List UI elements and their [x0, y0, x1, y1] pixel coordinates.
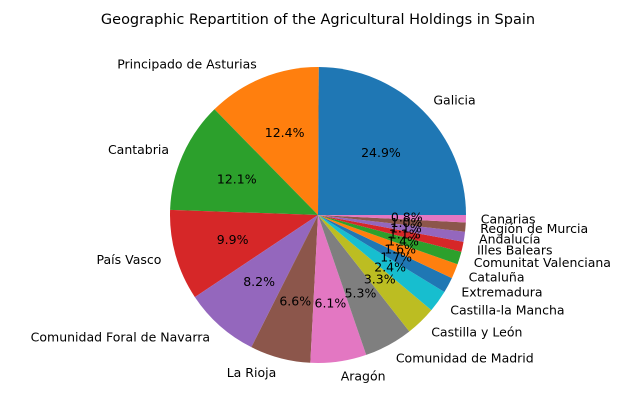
- slice-percent-label: 1.1%: [389, 227, 421, 242]
- slice-label: Cataluña: [469, 269, 525, 284]
- slice-percent-label: 3.3%: [364, 271, 396, 286]
- slice-percent-label: 0.8%: [391, 210, 423, 225]
- pie-slices: [170, 67, 466, 364]
- slice-percent-label: 1.4%: [387, 233, 419, 248]
- slice-percent-label: 12.4%: [265, 125, 305, 140]
- pie-slice: [170, 209, 318, 298]
- pie-slice: [214, 67, 319, 215]
- slice-percent-label: 2.4%: [374, 259, 406, 274]
- slice-percent-label: 9.9%: [217, 232, 249, 247]
- slice-label: Illes Balears: [477, 243, 553, 258]
- pie-slice: [318, 67, 466, 215]
- slice-label: La Rioja: [227, 365, 277, 380]
- pie-slice: [310, 215, 367, 364]
- pie-slice: [194, 215, 318, 348]
- chart-title: Geographic Repartition of the Agricultur…: [101, 12, 535, 28]
- slice-percent-label: 8.2%: [243, 274, 275, 289]
- pie-slice: [170, 109, 318, 215]
- pie-slice: [318, 215, 445, 311]
- pie-slice: [251, 215, 318, 363]
- slice-label: Castilla-la Mancha: [450, 302, 564, 317]
- pie-slice: [318, 215, 458, 279]
- slice-label: Andalucía: [479, 231, 540, 246]
- slice-label: Principado de Asturias: [117, 57, 257, 72]
- pie-slice: [318, 215, 452, 293]
- slice-label: Galicia: [433, 93, 475, 108]
- slice-percent-label: 12.1%: [217, 172, 257, 187]
- slice-percent-label: 1.6%: [384, 241, 416, 256]
- slice-label: Comunidad de Madrid: [396, 350, 534, 365]
- slice-labels: Galicia Principado de Asturias Cantabria Pa…: [31, 57, 611, 384]
- slice-label: País Vasco: [97, 252, 162, 267]
- slice-percent-label: 5.3%: [345, 285, 377, 300]
- slice-percent-label: 6.6%: [279, 293, 311, 308]
- slice-percent-label: 1.1%: [390, 221, 422, 236]
- slice-label: Castilla y León: [431, 325, 522, 340]
- slice-label: Aragón: [341, 369, 386, 384]
- slice-percent-label: 1.0%: [391, 215, 423, 230]
- slice-percent-label: 1.7%: [380, 250, 412, 265]
- slice-percent-label: 24.9%: [361, 145, 401, 160]
- slice-label: Comunitat Valenciana: [474, 255, 611, 270]
- pie-slice: [318, 215, 410, 355]
- pie-slice: [318, 215, 464, 252]
- slice-label: Cantabria: [108, 142, 169, 157]
- slice-percent-label: 6.1%: [315, 295, 347, 310]
- pie-slice: [318, 215, 466, 223]
- pie-slice: [318, 215, 432, 332]
- slice-label: Extremadura: [461, 285, 542, 300]
- pie-slice: [318, 215, 462, 265]
- slice-label: Canarias: [481, 212, 536, 227]
- pie-slice: [318, 215, 466, 242]
- percent-labels: 24.9% 12.4% 12.1% 9.9% 8.2% 6.6% 6.1%5.3%3.3%2…: [217, 125, 423, 310]
- slice-label: Región de Murcia: [480, 221, 588, 236]
- slice-label: Comunidad Foral de Navarra: [31, 329, 210, 344]
- pie-slice: [318, 215, 466, 232]
